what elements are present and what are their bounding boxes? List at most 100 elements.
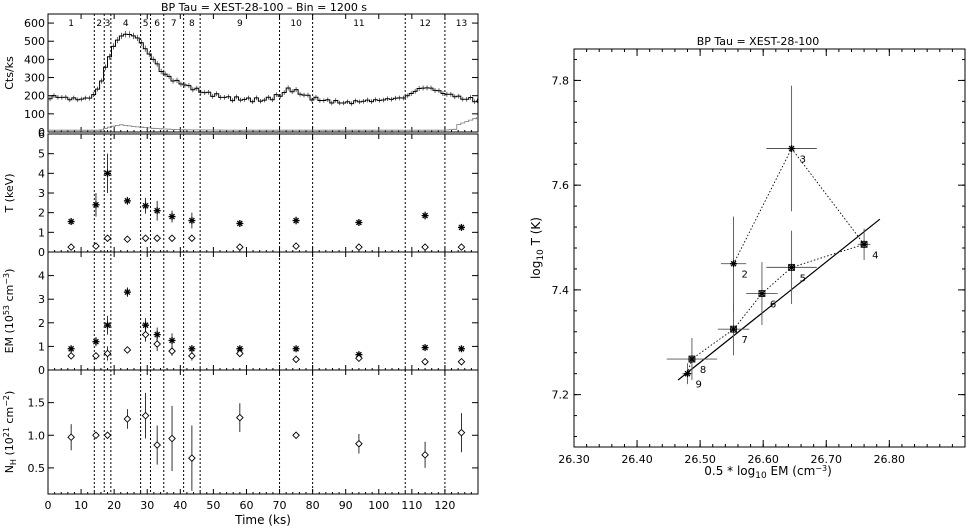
asterisk-marker	[142, 321, 150, 329]
asterisk-marker	[104, 169, 112, 177]
asterisk-stroke	[169, 337, 175, 344]
nh-ylabel-sup: 21	[2, 427, 11, 437]
asterisk-marker	[153, 207, 161, 215]
asterisk-stroke	[142, 322, 149, 329]
asterisk-stroke	[104, 322, 111, 329]
diamond-marker	[236, 413, 244, 422]
asterisk-stroke	[93, 201, 99, 208]
scatter-xlabel-sub: 10	[755, 471, 767, 481]
interval-label: 1	[68, 19, 74, 29]
em-ylabel-sup2: −3	[2, 273, 11, 285]
asterisk-stroke	[688, 356, 695, 362]
asterisk-stroke	[93, 338, 99, 345]
scatter-x-tick-label: 26.50	[684, 453, 716, 466]
diamond-marker	[153, 234, 161, 243]
diamond-marker	[153, 340, 161, 348]
diamond-marker	[168, 234, 176, 243]
time-axis-tick-label: 20	[107, 499, 121, 512]
diamond-marker	[457, 428, 466, 437]
asterisk-marker	[758, 290, 766, 298]
y-tick-label: 0	[38, 246, 45, 259]
asterisk-stroke	[188, 217, 195, 224]
scatter-y-tick-label: 7.4	[552, 284, 570, 297]
asterisk-marker	[292, 217, 300, 225]
y-tick-label: 1	[38, 226, 45, 239]
y-tick-label: 4	[38, 270, 45, 283]
asterisk-marker	[457, 223, 465, 231]
y-tick-label: 4	[38, 167, 45, 180]
asterisk-marker	[730, 325, 738, 333]
nh-ylabel-sup2: −2	[2, 395, 11, 407]
scatter-point-label: 4	[872, 250, 878, 261]
diamond-marker	[355, 354, 363, 363]
asterisk-stroke	[730, 326, 737, 333]
scatter-x-tick-label: 26.70	[811, 453, 843, 466]
asterisk-stroke	[124, 289, 131, 296]
diamond-marker	[188, 234, 196, 243]
asterisk-marker	[188, 345, 196, 353]
time-axis-tick-label: 100	[368, 499, 389, 512]
scatter-x-tick-label: 26.30	[558, 453, 590, 466]
diamond-marker	[236, 349, 244, 358]
diamond-marker	[141, 411, 150, 420]
diamond-marker	[292, 355, 300, 364]
scatter-xlabel-sup: −3	[815, 464, 827, 473]
y-tick-label: 0.5	[28, 462, 46, 475]
y-tick-label: 100	[24, 108, 45, 121]
asterisk-marker	[104, 321, 112, 329]
asterisk-stroke	[788, 145, 795, 152]
diamond-marker	[236, 243, 244, 251]
asterisk-marker	[688, 355, 696, 363]
scatter-x-tick-label: 26.40	[621, 453, 653, 466]
nh-ylabel-n: N	[3, 465, 16, 473]
asterisk-marker	[860, 240, 868, 248]
temperature-ylabel: T (keV)	[3, 173, 16, 213]
diamond-marker	[103, 349, 112, 358]
em-ylabel-sup: 53	[2, 305, 11, 315]
scatter-y-tick-label: 7.2	[552, 389, 570, 402]
nh-ylabel-tail: cm	[3, 407, 16, 427]
y-tick-label: 2	[38, 317, 45, 330]
scatter-point-label: 3	[800, 155, 806, 166]
diamond-marker	[123, 415, 132, 423]
diamond-marker	[168, 347, 176, 355]
background-lightcurve-line	[48, 117, 478, 131]
time-axis-tick-label: 110	[401, 499, 422, 512]
y-tick-label: 2	[38, 207, 45, 220]
asterisk-stroke	[422, 212, 429, 219]
asterisk-marker	[67, 218, 75, 226]
time-axis-tick-label: 0	[45, 499, 52, 512]
time-axis-label: Time (ks)	[234, 513, 291, 527]
right-chart-title: BP Tau = XEST-28-100	[697, 35, 820, 48]
asterisk-stroke	[142, 202, 149, 209]
scatter-xlabel: 0.5 * log10 EM (cm−3)	[704, 464, 832, 481]
time-axis-tick-label: 30	[140, 499, 154, 512]
scatter-point-label: 2	[742, 270, 748, 281]
asterisk-stroke	[458, 224, 465, 231]
asterisk-stroke	[422, 344, 429, 351]
asterisk-marker	[457, 345, 465, 353]
asterisk-stroke	[236, 345, 243, 352]
scatter-point-label: 9	[696, 380, 702, 391]
diamond-marker	[67, 433, 75, 442]
nh-ylabel-mid: (10	[3, 437, 16, 459]
asterisk-marker	[153, 331, 161, 339]
interval-label: 4	[123, 19, 129, 29]
evolution-track	[687, 147, 865, 374]
diamond-marker	[103, 431, 112, 440]
asterisk-marker	[123, 288, 131, 296]
y-tick-label: 3	[38, 187, 45, 200]
diamond-marker	[67, 243, 75, 251]
diamond-marker	[67, 352, 75, 360]
asterisk-stroke	[293, 345, 300, 352]
asterisk-stroke	[458, 345, 465, 352]
scatter-xlabel-tail: EM (cm	[767, 464, 816, 478]
y-tick-label: 0	[38, 126, 45, 139]
scatter-data: 2 3 4 5 6 7 8 9	[666, 85, 881, 391]
diamond-marker	[355, 439, 363, 448]
scatter-ylabel-tail: T (K)	[529, 217, 543, 249]
time-series-data	[48, 31, 478, 491]
